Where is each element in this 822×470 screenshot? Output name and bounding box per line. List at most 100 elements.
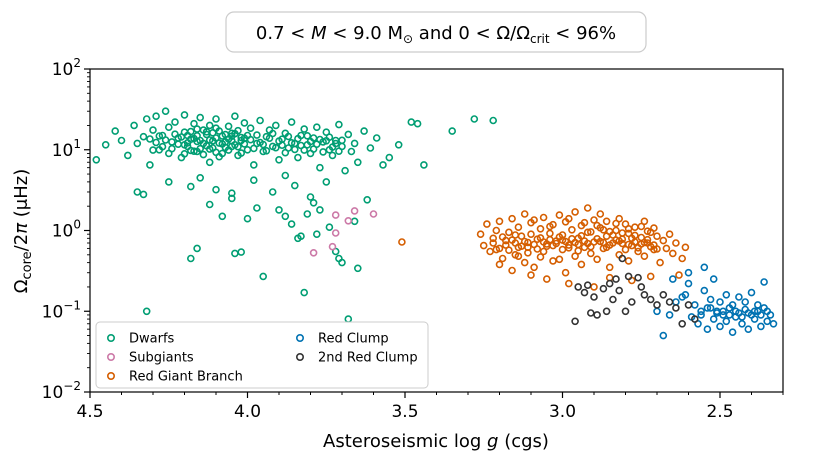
x-axis-label: Asteroseismic log g (cgs)	[323, 431, 549, 452]
y-tick-label: 101	[52, 137, 81, 161]
series-dwarfs	[92, 107, 498, 323]
data-point	[350, 139, 359, 148]
data-point	[347, 147, 356, 156]
y-tick-label: 102	[52, 56, 81, 80]
data-point	[196, 144, 204, 153]
data-point	[602, 243, 611, 252]
data-point	[196, 113, 204, 122]
data-point	[564, 244, 573, 252]
data-point	[580, 218, 589, 227]
data-point	[596, 210, 605, 218]
data-point	[634, 273, 642, 282]
data-point	[228, 132, 236, 140]
data-point	[722, 317, 731, 326]
chart-title: 0.7 < M < 9.0 M⊙ and 0 < Ω/Ωcrit < 96%	[225, 11, 647, 53]
data-point	[753, 301, 762, 309]
data-point	[309, 249, 318, 257]
data-point	[596, 237, 605, 246]
data-point	[514, 223, 523, 231]
data-point	[536, 253, 545, 261]
data-point	[520, 237, 529, 246]
data-point	[763, 307, 772, 316]
data-point	[228, 194, 236, 203]
data-point	[353, 264, 362, 273]
data-point	[312, 230, 321, 238]
data-point	[165, 123, 173, 131]
data-point	[750, 315, 759, 323]
data-point	[741, 298, 750, 306]
data-point	[237, 133, 245, 142]
data-point	[325, 223, 334, 231]
y-tick-label: 10−1	[42, 298, 81, 322]
data-point	[646, 295, 655, 304]
data-point	[738, 313, 746, 321]
data-point	[690, 315, 699, 323]
data-point	[520, 210, 529, 218]
data-point	[684, 301, 693, 309]
data-point	[193, 244, 201, 253]
data-point	[152, 138, 160, 147]
data-point	[353, 158, 362, 167]
data-point	[379, 161, 387, 169]
data-point	[612, 219, 620, 228]
data-point	[420, 161, 428, 169]
data-point	[495, 260, 504, 269]
data-point	[508, 214, 516, 223]
data-point	[697, 311, 705, 319]
legend-label: Dwarfs	[129, 332, 175, 347]
data-point	[174, 140, 182, 148]
data-point	[228, 189, 236, 197]
data-point	[398, 238, 406, 246]
data-point	[243, 146, 252, 154]
data-point	[571, 252, 579, 261]
data-point	[413, 119, 422, 128]
data-point	[728, 328, 737, 337]
data-point	[700, 286, 709, 295]
legend-label: 2nd Red Clump	[318, 351, 418, 366]
data-point	[744, 325, 753, 334]
data-point	[646, 272, 655, 281]
data-point	[646, 242, 655, 251]
data-point	[275, 206, 283, 214]
data-point	[335, 120, 343, 129]
data-point	[627, 298, 636, 306]
data-point	[369, 210, 378, 218]
data-point	[171, 130, 179, 138]
data-point	[328, 242, 337, 251]
data-point	[716, 298, 724, 306]
data-point	[331, 229, 340, 237]
data-point	[672, 239, 680, 247]
data-point	[187, 182, 195, 191]
data-point	[180, 111, 189, 119]
data-point	[725, 311, 734, 319]
data-point	[335, 147, 343, 155]
data-point	[555, 211, 564, 219]
data-point	[187, 127, 195, 136]
data-point	[146, 161, 154, 169]
data-point	[183, 139, 192, 147]
data-point	[539, 247, 548, 256]
data-point	[709, 275, 718, 283]
data-point	[271, 121, 280, 130]
x-tick-label: 3.0	[549, 402, 576, 422]
data-point	[618, 229, 627, 237]
data-point	[631, 223, 639, 231]
data-point	[275, 156, 283, 164]
data-point	[193, 125, 201, 133]
legend-marker	[107, 333, 116, 342]
data-point	[722, 290, 731, 299]
data-point	[555, 255, 564, 264]
data-point	[344, 130, 353, 139]
data-point	[385, 153, 394, 162]
data-point	[350, 217, 359, 226]
data-point	[750, 307, 759, 316]
data-point	[168, 144, 176, 153]
data-point	[735, 293, 743, 301]
legend-marker	[107, 352, 116, 361]
data-point	[331, 139, 340, 148]
data-point	[593, 311, 601, 319]
data-point	[653, 245, 661, 253]
data-point	[728, 301, 737, 309]
data-point	[505, 246, 513, 254]
data-point	[278, 141, 286, 149]
